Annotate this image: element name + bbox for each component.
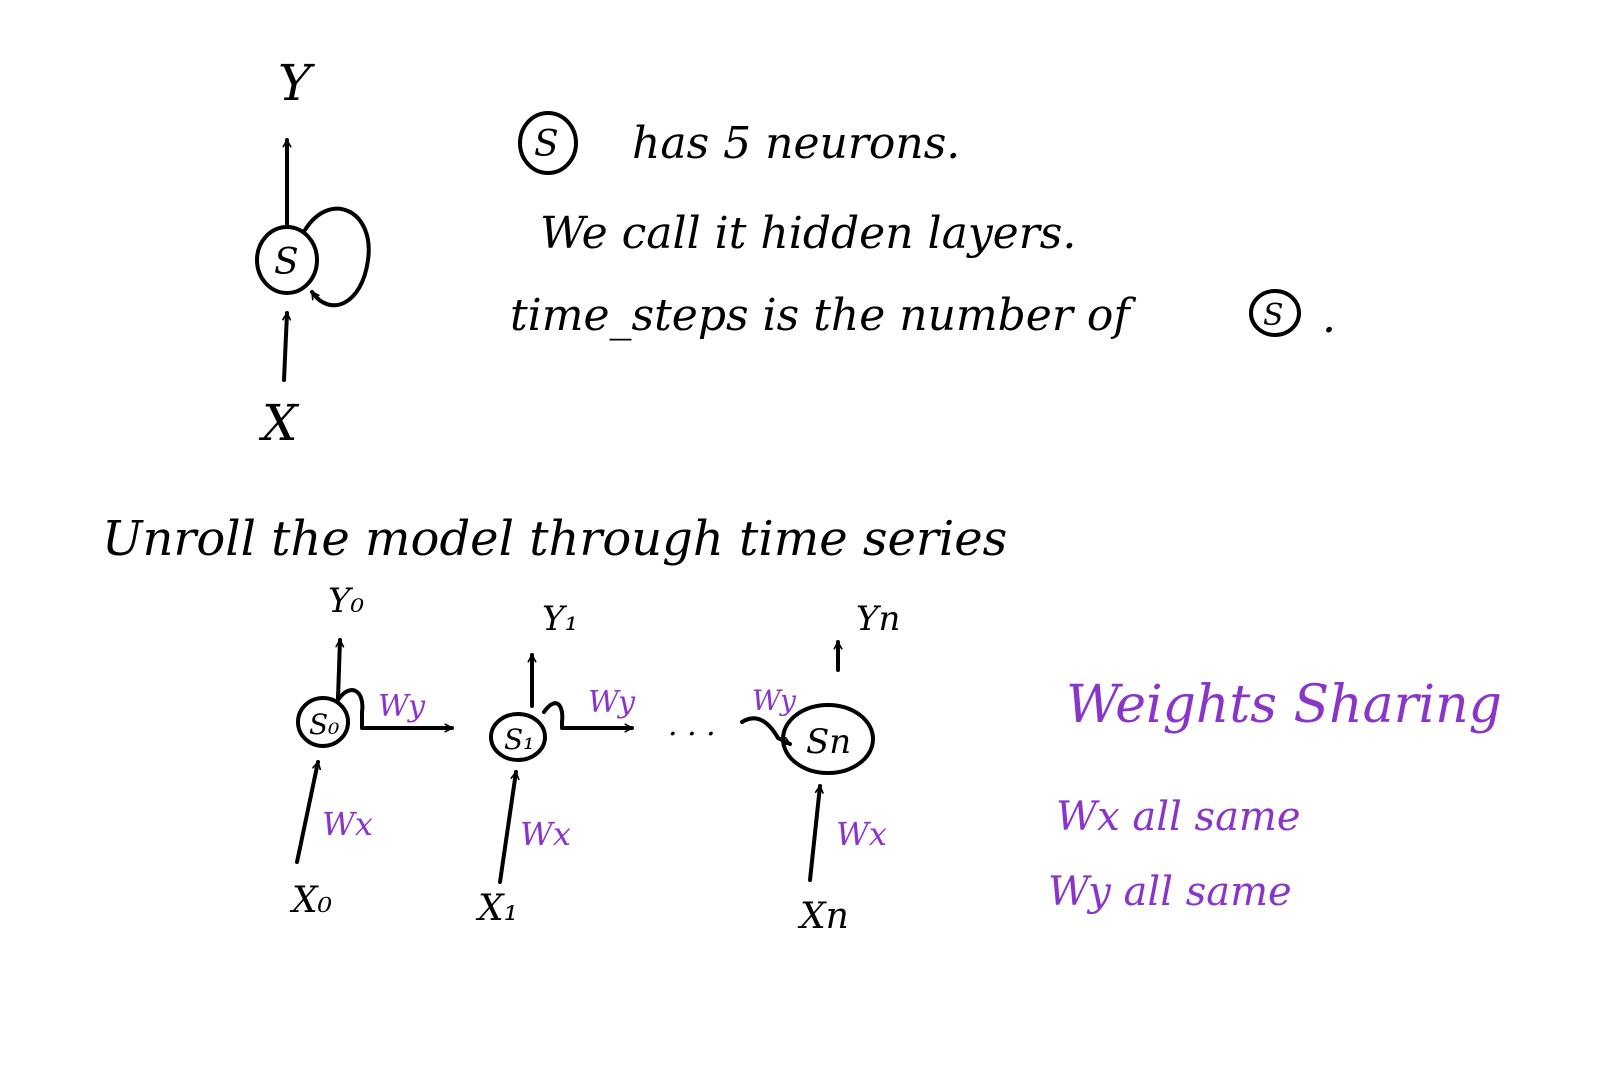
notes-s-symbol-1: S [534,124,559,165]
notes-s-circle-2 [1249,289,1301,337]
notes: S has 5 neurons. We call it hidden layer… [510,111,1336,343]
notes-line-3-end: . [1322,292,1336,343]
notes-line-2: We call it hidden layers. [540,208,1076,259]
notes-s-symbol-2: S [1263,298,1284,333]
step1-input-arrow [498,770,516,884]
step0-output-arrow [338,638,340,700]
weights-sharing: Weights Sharing Wx all same Wy all same [1048,675,1502,915]
notes-line-1: has 5 neurons. [632,118,960,169]
step0-hidden-node [296,696,350,748]
stepn-wx-label: Wx [836,815,887,853]
folded-hidden-node [255,225,319,295]
unrolled-chain: Y₀ S₀ Wy Wx X₀ Y₁ S₁ Wy Wx X₁ · · · Yn [289,581,900,937]
step0-input-arrow [295,760,318,864]
step1-output-label: Y₁ [542,599,578,639]
folded-recurrent-loop [303,206,371,308]
step0-wx-label: Wx [322,805,373,843]
sharing-line-1: Wx all same [1056,794,1301,840]
step0-input-label: X₀ [289,880,332,921]
folded-output-label: Y [278,54,315,112]
unroll-heading: Unroll the model through time series [102,511,1007,567]
step0-wy-arrow [336,688,454,728]
stepn-input-arrow [808,784,820,882]
step1-input-label: X₁ [475,888,518,929]
stepn-hidden-node [781,703,875,775]
stepn-wy-arrow [740,716,792,746]
time-step-n: Yn Wy Sn Wx Xn [740,599,900,937]
folded-input-label: X [258,394,300,452]
stepn-output-label: Yn [856,599,900,639]
folded-rnn: Y S X [255,54,371,452]
step1-wy-label: Wy [588,685,636,720]
stepn-input-label: Xn [797,896,849,937]
step1-wx-label: Wx [520,815,571,853]
folded-node-label: S [274,242,299,283]
step0-wy-label: Wy [378,689,426,724]
sharing-title: Weights Sharing [1066,675,1502,735]
chain-ellipsis: · · · [668,717,716,752]
step1-hidden-node [489,712,547,762]
stepn-wy-label: Wy [752,684,797,717]
step0-output-label: Y₀ [328,581,364,621]
step1-wy-arrow [542,701,634,728]
sharing-line-2: Wy all same [1048,869,1292,915]
time-step-0: Y₀ S₀ Wy Wx X₀ [289,581,454,921]
stepn-node-label: Sn [806,722,851,762]
notes-line-3: time_steps is the number of [510,290,1136,341]
notes-s-circle-1 [518,111,578,175]
step1-node-label: S₁ [504,723,534,756]
time-step-1: Y₁ S₁ Wy Wx X₁ [475,599,636,929]
step0-node-label: S₀ [309,708,339,741]
folded-input-arrow [282,311,287,382]
